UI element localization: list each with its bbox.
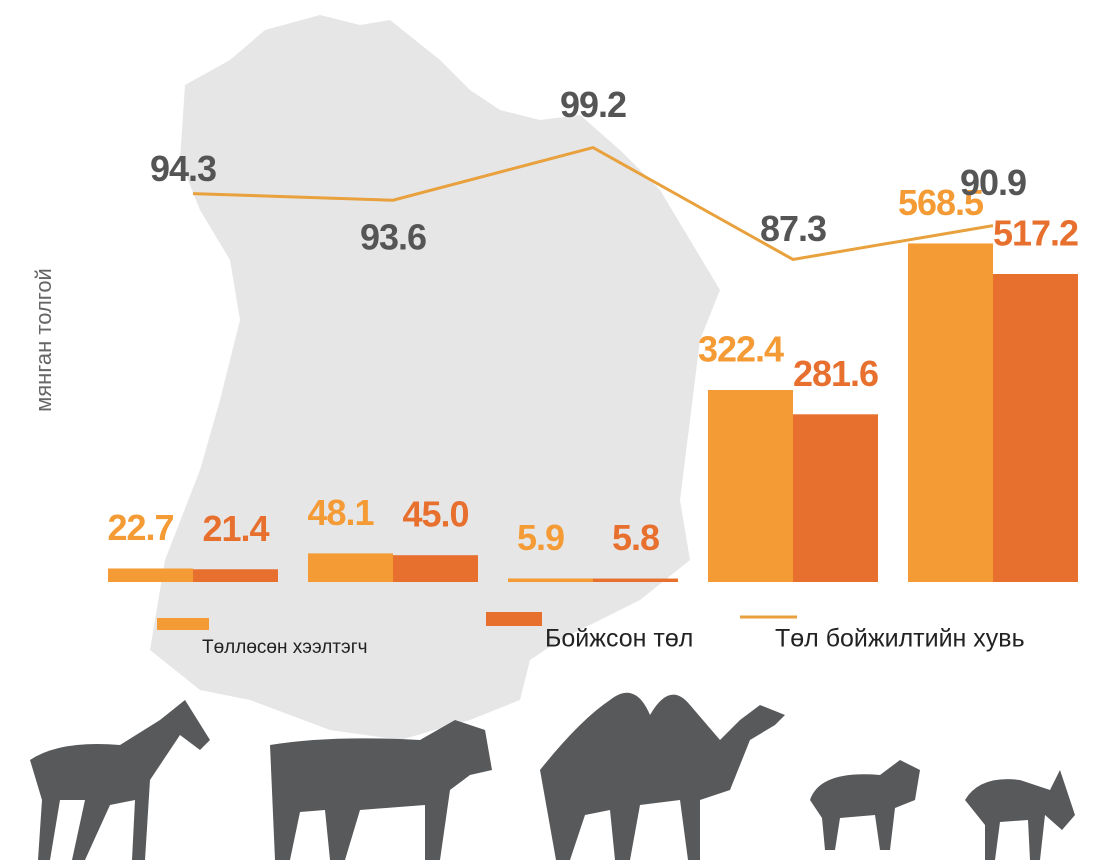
y-axis-label: мянган толгой: [31, 268, 56, 412]
legend-label: Төл бойжилтийн хувь: [775, 625, 1025, 653]
value-label: 99.2: [560, 84, 626, 125]
value-label: 87.3: [760, 208, 826, 249]
bar: [908, 243, 993, 582]
bar: [393, 555, 478, 582]
bar: [593, 578, 678, 582]
cow-icon: [270, 720, 492, 860]
value-label: 568.5: [898, 182, 984, 223]
value-label: 21.4: [202, 508, 269, 549]
value-label: 93.6: [360, 217, 426, 258]
value-label: 94.3: [150, 148, 216, 189]
value-label: 322.4: [698, 329, 784, 370]
legend-swatch: [157, 618, 209, 630]
value-label: 517.2: [993, 212, 1078, 253]
camel-icon: [540, 692, 785, 860]
bar: [993, 273, 1078, 582]
legend: Төллөсөн хээлтэгч Бойжсон төл Төл бойжил…: [157, 612, 1025, 658]
value-label: 90.9: [960, 162, 1026, 203]
bar: [708, 389, 793, 582]
horse-icon: [30, 700, 210, 860]
legend-label: Бойжсон төл: [545, 625, 693, 653]
legend-label: Төллөсөн хээлтэгч: [202, 637, 368, 658]
sheep-icon: [810, 760, 920, 850]
line: [192, 145, 994, 262]
value-label: 5.8: [612, 517, 659, 558]
animal-icons: [30, 692, 1075, 860]
value-label: 45.0: [402, 494, 468, 535]
bar: [108, 568, 193, 582]
value-label: 22.7: [107, 507, 173, 548]
goat-icon: [965, 770, 1075, 860]
bar: [308, 553, 393, 582]
bar: [508, 578, 593, 582]
value-label: 5.9: [517, 517, 564, 558]
legend-swatch: [486, 612, 542, 626]
bar: [793, 414, 878, 582]
bar: [193, 569, 278, 582]
value-label: 281.6: [793, 353, 878, 394]
value-label: 48.1: [307, 492, 374, 533]
